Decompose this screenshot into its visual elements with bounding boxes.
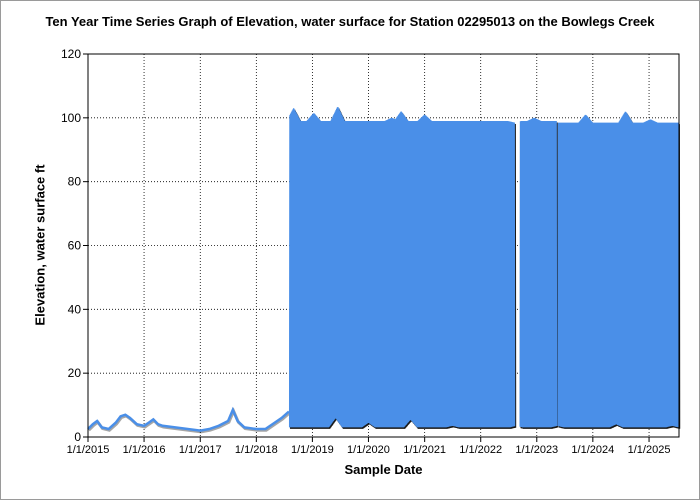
y-tick-label: 80 [68,175,82,189]
x-tick-label: 1/1/2017 [179,444,222,456]
x-tick-label: 1/1/2016 [123,444,166,456]
series-group [87,106,681,434]
x-axis-ticks: 1/1/2015 1/1/2016 1/1/2017 1/1/2018 1/1/2019… [67,437,671,456]
x-axis-label: Sample Date [344,462,423,477]
y-tick-label: 120 [61,47,81,61]
x-tick-label: 1/1/2023 [515,444,558,456]
series-line-dense [519,117,558,428]
x-tick-label: 1/1/2022 [459,444,502,456]
series-line-dense [557,111,680,428]
x-tick-label: 1/1/2015 [67,444,110,456]
y-tick-label: 20 [68,366,82,380]
series-line-early [87,406,290,432]
x-tick-label: 1/1/2018 [235,444,278,456]
x-tick-label: 1/1/2020 [347,444,390,456]
y-tick-label: 60 [68,239,82,253]
x-tick-label: 1/1/2025 [628,444,671,456]
x-tick-label: 1/1/2024 [571,444,614,456]
x-tick-label: 1/1/2019 [291,444,334,456]
y-tick-label: 40 [68,302,82,316]
x-tick-label: 1/1/2021 [403,444,446,456]
y-tick-label: 100 [61,111,81,125]
y-axis-ticks: 0 20 40 60 80 100 120 [61,47,88,444]
series-line-dense [288,106,516,428]
y-tick-label: 0 [74,430,81,444]
series-shadow [289,108,517,429]
chart-title: Ten Year Time Series Graph of Elevation,… [45,14,655,29]
